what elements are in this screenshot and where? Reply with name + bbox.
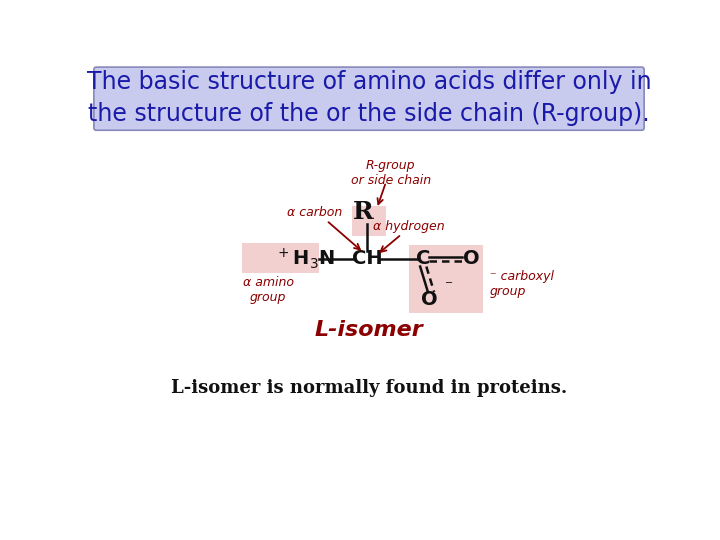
Text: The basic structure of amino acids differ only in
the structure of the or the si: The basic structure of amino acids diffe… [86, 70, 652, 126]
Text: R: R [354, 200, 374, 224]
Text: ⁻ carboxyl
group: ⁻ carboxyl group [490, 270, 554, 298]
Text: CH: CH [352, 249, 383, 268]
Text: L-isomer: L-isomer [315, 320, 423, 340]
Text: $^-$: $^-$ [443, 279, 454, 293]
Text: α amino
group: α amino group [243, 275, 294, 303]
Text: L-isomer is normally found in proteins.: L-isomer is normally found in proteins. [171, 379, 567, 397]
FancyBboxPatch shape [94, 67, 644, 130]
Text: α carbon: α carbon [287, 206, 343, 219]
Text: O: O [463, 249, 480, 268]
Text: R-group
or side chain: R-group or side chain [351, 159, 431, 187]
Text: α hydrogen: α hydrogen [374, 220, 445, 233]
Text: $^+$H$_3$N: $^+$H$_3$N [275, 247, 335, 271]
Bar [352, 206, 386, 236]
Bar [409, 245, 483, 313]
Text: C: C [416, 249, 431, 268]
Bar [242, 244, 320, 273]
Text: O: O [421, 290, 438, 309]
